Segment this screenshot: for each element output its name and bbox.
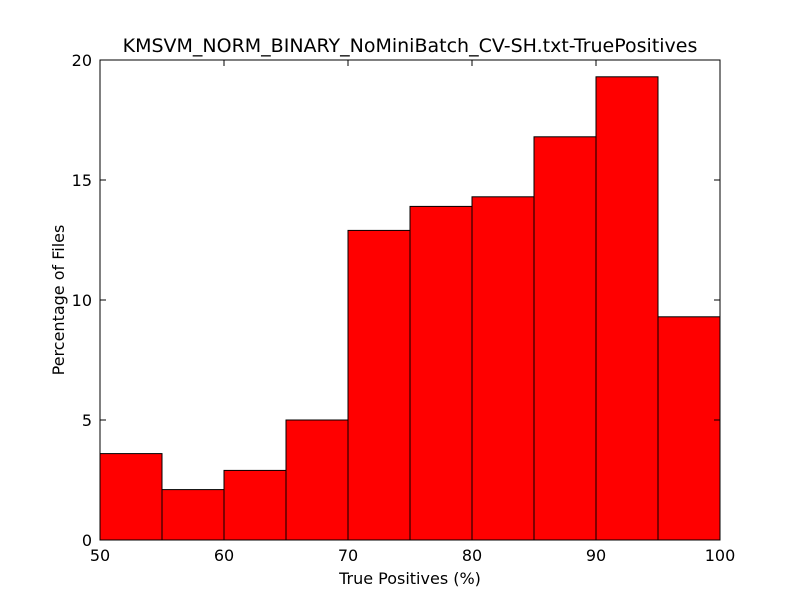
x-tick-label: 70 [338,546,358,565]
x-axis-label: True Positives (%) [338,569,481,588]
y-axis-label: Percentage of Files [49,225,68,376]
y-tick-label: 10 [72,291,92,310]
histogram-bar [285,419,349,541]
chart-title: KMSVM_NORM_BINARY_NoMiniBatch_CV-SH.txt-… [123,35,698,57]
y-tick-label: 15 [72,171,92,190]
y-tick-label: 5 [82,411,92,430]
histogram-bar [657,316,721,541]
histogram-bar [409,205,473,541]
y-tick-label: 20 [72,51,92,70]
histogram-bar [533,136,597,541]
bars-group [99,76,721,541]
histogram-bar [223,469,287,541]
x-tick-label: 90 [586,546,606,565]
histogram-bar [161,489,225,541]
histogram-bar [595,76,659,541]
histogram-bar [471,196,535,541]
x-tick-label: 100 [705,546,736,565]
plot-frame [99,59,721,541]
histogram-bar [99,453,163,541]
x-tick-label: 50 [90,546,110,565]
x-tick-label: 80 [462,546,482,565]
x-tick-label: 60 [214,546,234,565]
y-tick-label: 0 [82,531,92,550]
histogram-bar [347,229,411,541]
